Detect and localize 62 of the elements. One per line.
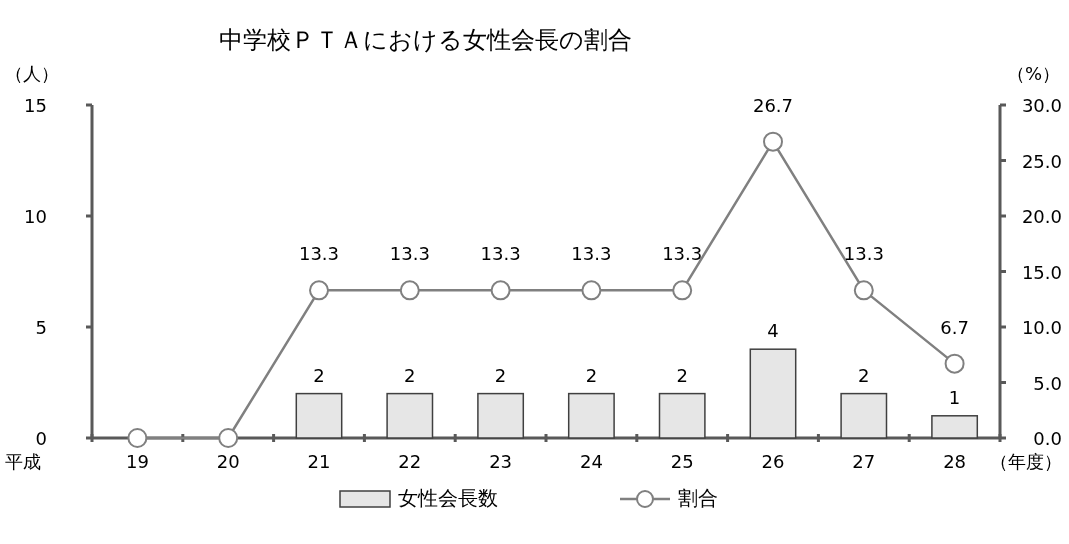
y2-tick-label: 5.0 (1033, 372, 1062, 394)
data-label: 2 (676, 364, 688, 386)
x-axis-title: （年度） (990, 451, 1062, 472)
point (763, 131, 783, 152)
bar (386, 392, 434, 439)
data-label: 13.3 (571, 243, 612, 265)
x-tick-label: 28 (943, 451, 967, 472)
bar (477, 392, 525, 439)
point (127, 428, 148, 448)
y2-tick-label: 25.0 (1021, 150, 1062, 172)
legend-label: 割合 (678, 486, 718, 510)
data-label: 4 (767, 320, 779, 342)
y-tick-label: 15 (24, 95, 47, 116)
data-label: 13.3 (662, 243, 703, 265)
point (672, 280, 693, 301)
data-label: 13.3 (389, 243, 430, 265)
data-label: 2 (313, 364, 325, 386)
y-axis-title: （人） (5, 63, 59, 84)
x-tick-label: 25 (670, 451, 694, 472)
data-label: 2 (585, 364, 598, 386)
text: 平成 (5, 451, 41, 472)
data-label: 13.3 (480, 243, 521, 265)
bar (931, 415, 979, 439)
x-tick-label: 19 (125, 451, 149, 472)
y2-axis-title: （%） (1006, 63, 1060, 84)
y-tick-label: 10 (24, 206, 47, 227)
x-tick-label: 24 (579, 451, 603, 472)
point (218, 428, 239, 448)
bar (658, 392, 706, 439)
legend-label: 女性会長数 (398, 486, 498, 510)
point (490, 280, 511, 301)
data-label: 13.3 (843, 243, 884, 265)
point (944, 353, 965, 374)
y2-tick-label: 0.0 (1033, 428, 1062, 449)
data-label: 2 (858, 364, 870, 386)
y-tick-label: 0 (35, 428, 47, 449)
x-tick-label: 21 (307, 451, 331, 472)
data-label: 1 (948, 386, 961, 408)
data-label: 2 (404, 364, 416, 386)
y2-tick-label: 20.0 (1021, 206, 1062, 227)
x-tick-label: 26 (761, 451, 785, 472)
y2-tick-label: 10.0 (1021, 317, 1062, 338)
x-tick-label: 27 (852, 451, 876, 472)
point (853, 280, 874, 301)
bar (295, 392, 343, 439)
point (581, 280, 602, 301)
data-label: 6.7 (940, 316, 969, 338)
x-tick-label: 20 (216, 451, 240, 472)
x-tick-label: 23 (489, 451, 513, 472)
data-label: 2 (494, 364, 507, 386)
bar (840, 392, 888, 439)
y2-tick-label: 15.0 (1021, 261, 1062, 283)
y-tick-label: 5 (35, 317, 47, 338)
y2-tick-label: 30.0 (1021, 95, 1062, 116)
data-label: 13.3 (298, 243, 340, 265)
chart-title: 中学校ＰＴＡにおける女性会長の割合 (218, 26, 632, 54)
x-tick-label: 22 (398, 451, 422, 472)
point (399, 280, 420, 301)
bar (567, 392, 615, 439)
bar (749, 348, 797, 439)
data-label: 26.7 (752, 94, 794, 116)
point (309, 280, 329, 301)
